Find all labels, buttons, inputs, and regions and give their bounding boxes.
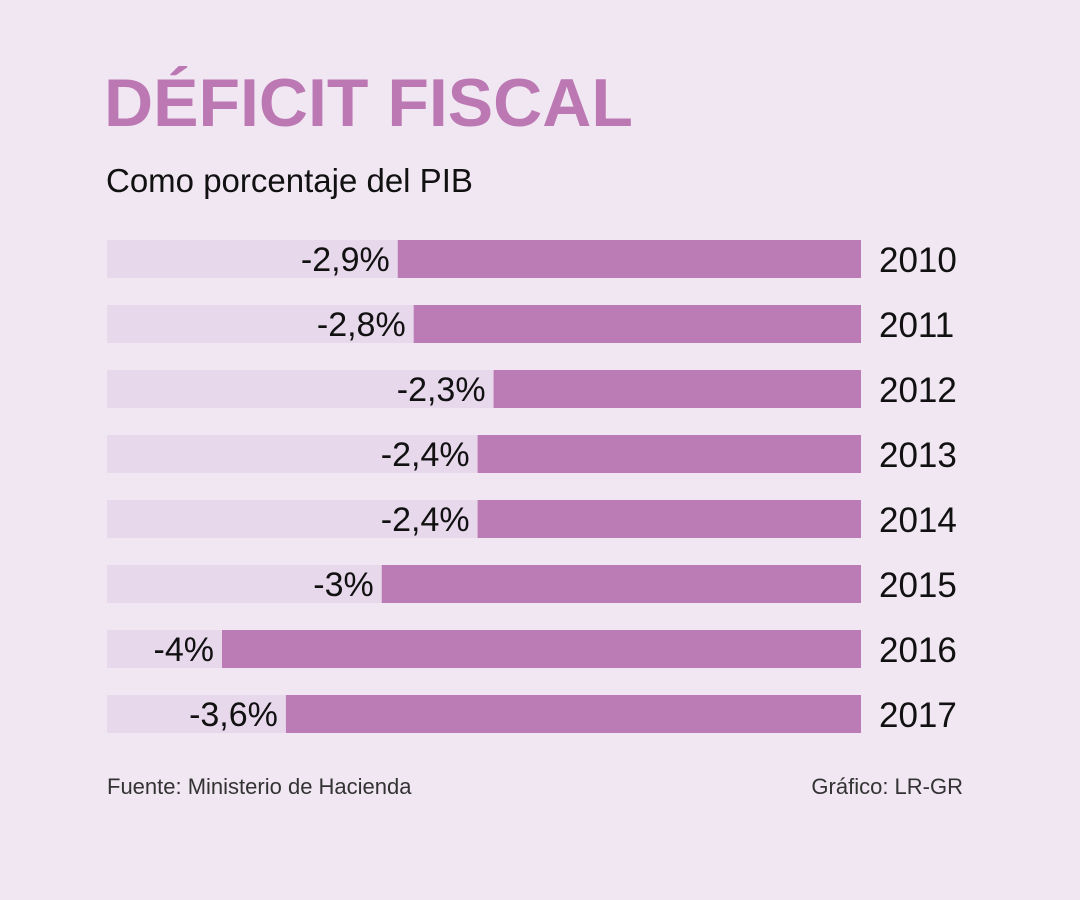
bar-2015: [381, 565, 861, 603]
source-note: Fuente: Ministerio de Hacienda: [107, 774, 412, 799]
category-label: 2016: [879, 631, 957, 670]
data-label: -3%: [313, 566, 373, 604]
data-label: -4%: [154, 631, 214, 669]
data-label: -2,3%: [397, 371, 486, 409]
chart-subtitle: Como porcentaje del PIB: [106, 162, 473, 199]
bar-2016: [222, 630, 861, 668]
credit-note: Gráfico: LR-GR: [811, 774, 963, 799]
bar-2014: [477, 500, 861, 538]
category-label: 2012: [879, 371, 957, 410]
bar-2011: [413, 305, 861, 343]
category-label: 2011: [879, 306, 954, 345]
chart-title: DÉFICIT FISCAL: [104, 65, 633, 141]
category-label: 2017: [879, 696, 957, 735]
bar-2010: [397, 240, 861, 278]
category-label: 2014: [879, 501, 957, 540]
category-label: 2010: [879, 241, 957, 280]
data-label: -2,8%: [317, 306, 406, 344]
bar-2013: [477, 435, 861, 473]
bar-2017: [285, 695, 861, 733]
category-label: 2015: [879, 566, 957, 605]
data-label: -3,6%: [189, 696, 278, 734]
data-label: -2,9%: [301, 241, 390, 279]
bar-2012: [493, 370, 861, 408]
category-label: 2013: [879, 436, 957, 475]
data-label: -2,4%: [381, 501, 470, 539]
data-label: -2,4%: [381, 436, 470, 474]
